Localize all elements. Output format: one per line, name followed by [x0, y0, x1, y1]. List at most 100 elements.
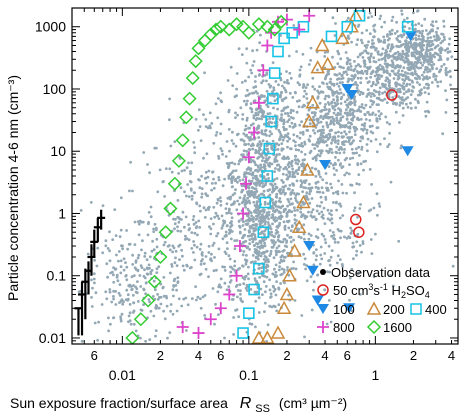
- observation-point: [372, 28, 376, 32]
- observation-point: [212, 141, 216, 145]
- observation-point: [428, 76, 431, 79]
- observation-point: [252, 91, 256, 95]
- observation-point: [100, 303, 104, 306]
- observation-point: [238, 179, 242, 182]
- observation-point: [333, 101, 337, 105]
- observation-point: [217, 97, 220, 100]
- observation-point: [199, 272, 203, 276]
- observation-point: [431, 67, 434, 71]
- observation-point: [279, 133, 283, 137]
- observation-point: [303, 140, 307, 144]
- observation-point: [112, 273, 115, 277]
- series-400-point: [341, 20, 354, 33]
- observation-point: [258, 181, 262, 185]
- observation-point: [275, 219, 279, 222]
- observation-point: [303, 181, 307, 185]
- observation-point: [245, 219, 248, 223]
- observation-point: [259, 154, 263, 158]
- observation-point: [413, 61, 417, 64]
- observation-point: [239, 138, 243, 142]
- observation-point: [407, 66, 411, 69]
- observation-point: [370, 92, 374, 95]
- observation-point: [245, 200, 249, 204]
- observation-point: [249, 102, 253, 106]
- observation-point: [221, 184, 225, 188]
- observation-point: [374, 232, 377, 236]
- observation-point: [93, 258, 96, 262]
- observation-point: [92, 272, 96, 276]
- observation-point: [216, 197, 220, 201]
- observation-point: [420, 52, 424, 56]
- series-800-point: [248, 126, 261, 139]
- observation-point: [368, 32, 372, 36]
- observation-point: [353, 103, 357, 107]
- observation-point: [316, 144, 319, 148]
- observation-point: [203, 71, 207, 75]
- observation-point: [280, 147, 284, 151]
- observation-point: [344, 124, 348, 128]
- observation-point: [391, 15, 395, 19]
- observation-point: [402, 66, 406, 70]
- observation-point: [302, 263, 306, 266]
- observation-point: [259, 215, 263, 219]
- observation-point: [217, 313, 220, 316]
- observation-point: [138, 219, 142, 223]
- observation-point: [267, 260, 270, 264]
- observation-point: [140, 309, 144, 312]
- observation-point: [333, 108, 337, 112]
- observation-point: [199, 209, 202, 213]
- observation-point: [305, 191, 309, 195]
- observation-point: [156, 190, 160, 194]
- observation-point: [304, 194, 308, 198]
- observation-point: [338, 81, 342, 85]
- observation-point: [301, 52, 305, 56]
- observation-point: [192, 222, 196, 226]
- observation-point: [263, 274, 266, 278]
- observation-point: [225, 140, 229, 143]
- observation-point: [377, 109, 381, 113]
- observation-point: [404, 97, 408, 101]
- observation-point: [115, 273, 119, 277]
- observation-point: [307, 232, 311, 236]
- observation-point: [340, 263, 344, 266]
- observation-point: [256, 113, 260, 117]
- observation-point: [209, 217, 213, 221]
- observation-point: [312, 280, 316, 284]
- observation-point: [124, 261, 127, 264]
- observation-point: [377, 90, 381, 94]
- observation-point: [284, 207, 287, 211]
- observation-point: [285, 127, 288, 131]
- observation-point: [198, 125, 202, 128]
- observation-point: [298, 68, 302, 72]
- observation-point: [190, 194, 194, 198]
- observation-point: [184, 296, 188, 300]
- observation-point: [336, 62, 340, 65]
- observation-point: [423, 17, 427, 21]
- observation-point: [315, 254, 318, 258]
- observation-point: [112, 316, 116, 319]
- x-minor-tick-label: 2: [283, 348, 290, 363]
- observation-point: [254, 111, 258, 115]
- observation-point: [283, 237, 287, 241]
- observation-point: [297, 105, 301, 109]
- observation-point: [272, 285, 275, 289]
- observation-point: [147, 263, 151, 267]
- observation-point: [450, 55, 454, 59]
- observation-point: [189, 187, 193, 191]
- observation-point: [245, 149, 249, 153]
- observation-point: [396, 57, 400, 61]
- observation-point: [307, 210, 310, 214]
- observation-point: [365, 76, 368, 80]
- observation-point: [415, 65, 419, 69]
- observation-point: [420, 88, 423, 92]
- observation-point: [221, 224, 225, 228]
- observation-point: [431, 20, 435, 24]
- observation-point: [269, 182, 273, 186]
- observation-point: [171, 244, 175, 248]
- observation-point: [182, 297, 186, 301]
- observation-point: [155, 267, 159, 271]
- observation-point: [337, 135, 340, 138]
- observation-point: [372, 206, 376, 210]
- observation-point: [273, 203, 277, 207]
